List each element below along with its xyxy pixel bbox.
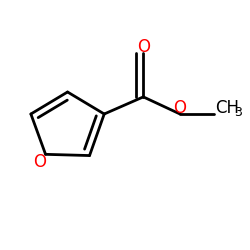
Text: CH: CH bbox=[216, 99, 240, 117]
Text: O: O bbox=[137, 38, 150, 56]
Text: O: O bbox=[174, 99, 186, 117]
Text: 3: 3 bbox=[234, 106, 242, 119]
Text: O: O bbox=[33, 153, 46, 171]
